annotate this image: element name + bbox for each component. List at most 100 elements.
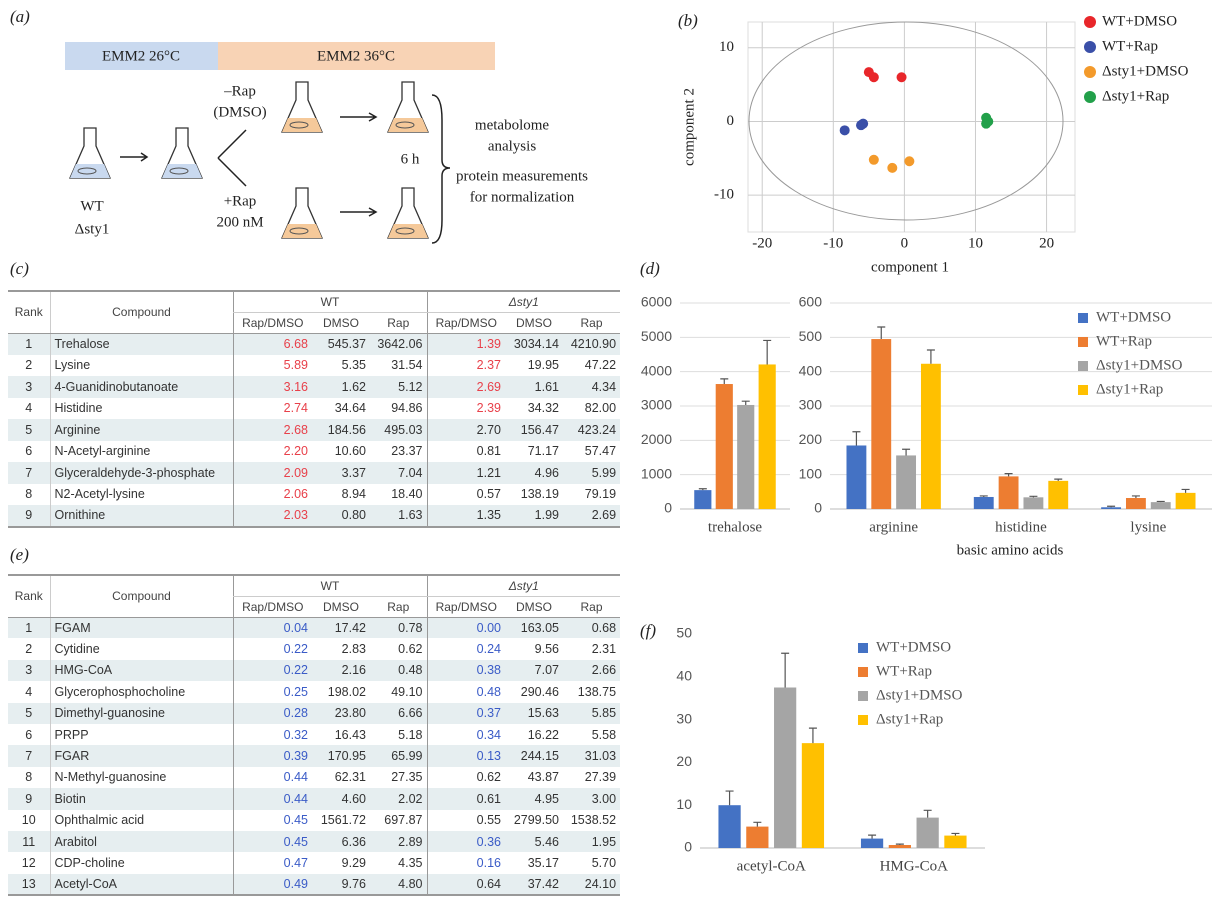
- y-tick-label: 2000: [641, 431, 672, 447]
- x-tick-label: acetyl-CoA: [737, 858, 806, 874]
- legend-marker: [1084, 41, 1096, 53]
- table-cell: 9.76: [312, 874, 370, 895]
- table-cell: 9: [8, 505, 50, 527]
- table-cell: 0.57: [427, 484, 505, 506]
- legend-swatch: [858, 667, 868, 677]
- legend-swatch: [1078, 385, 1088, 395]
- table-cell: 5: [8, 419, 50, 441]
- table-cell: 49.10: [370, 681, 427, 702]
- analysis-label: metabolome: [475, 117, 549, 133]
- bar: [974, 497, 994, 509]
- panel-label: (b): [678, 11, 698, 30]
- table-cell: 6: [8, 724, 50, 745]
- legend-label: Δsty1+DMSO: [1102, 63, 1189, 79]
- legend-swatch: [858, 691, 868, 701]
- point: [840, 125, 850, 135]
- table-cell: 0.55: [427, 810, 505, 831]
- table-cell: 2.20: [233, 441, 312, 463]
- table-cell: 24.10: [563, 874, 620, 895]
- table-cell: 27.35: [370, 767, 427, 788]
- table-cell: 0.44: [233, 788, 312, 809]
- table-cell: 5.12: [370, 376, 427, 398]
- strain-label: WT: [80, 198, 103, 214]
- flask: [388, 82, 428, 132]
- table-cell: 138.19: [505, 484, 563, 506]
- table-cell: 0.45: [233, 831, 312, 852]
- table-cell: Lysine: [50, 355, 233, 377]
- flask: [388, 188, 428, 238]
- x-tick-label: histidine: [995, 519, 1047, 535]
- legend-swatch: [1078, 313, 1088, 323]
- table-cell: 2.70: [427, 419, 505, 441]
- table-cell: 7.04: [370, 462, 427, 484]
- bar: [1126, 498, 1146, 509]
- table-row: 7Glyceraldehyde-3-phosphate2.093.377.041…: [8, 462, 620, 484]
- analysis-label: protein measurements: [456, 168, 588, 184]
- legend-label: WT+Rap: [1096, 333, 1152, 349]
- legend-swatch: [858, 715, 868, 725]
- y-tick-label: 5000: [641, 328, 672, 344]
- header-cell: Rap: [370, 596, 427, 617]
- table-cell: 1.62: [312, 376, 370, 398]
- treatment-label: –Rap: [223, 83, 256, 99]
- bar: [718, 805, 740, 848]
- table-cell: 19.95: [505, 355, 563, 377]
- y-tick-label: 6000: [641, 294, 672, 310]
- y-tick-label: 0: [727, 113, 735, 129]
- table-cell: 5.35: [312, 355, 370, 377]
- table-cell: 27.39: [563, 767, 620, 788]
- table-cell: 0.36: [427, 831, 505, 852]
- table-cell: 12: [8, 852, 50, 873]
- table-cell: 5: [8, 703, 50, 724]
- table-cell: 0.47: [233, 852, 312, 873]
- table-cell: 138.75: [563, 681, 620, 702]
- table-cell: 423.24: [563, 419, 620, 441]
- table-cell: 0.13: [427, 745, 505, 766]
- arrow: [340, 208, 376, 216]
- table-cell: 4.80: [370, 874, 427, 895]
- x-tick-label: trehalose: [708, 519, 762, 535]
- table-row: 6N-Acetyl-arginine2.2010.6023.370.8171.1…: [8, 441, 620, 463]
- x-tick-label: 20: [1039, 235, 1054, 251]
- header-cell: Rap: [563, 596, 620, 617]
- table-row: 2Lysine5.895.3531.542.3719.9547.22: [8, 355, 620, 377]
- table-cell: 57.47: [563, 441, 620, 463]
- analysis-label: for normalization: [470, 189, 575, 205]
- x-tick-label: HMG-CoA: [880, 858, 949, 874]
- point: [897, 72, 907, 82]
- arrow: [120, 153, 147, 161]
- table-cell: 34.64: [312, 398, 370, 420]
- table-cell: Acetyl-CoA: [50, 874, 233, 895]
- error-bar: [726, 791, 734, 805]
- y-axis-label: component 2: [681, 88, 697, 166]
- table-cell: Histidine: [50, 398, 233, 420]
- table-row: 1FGAM0.0417.420.780.00163.050.68: [8, 617, 620, 638]
- table-cell: 1: [8, 617, 50, 638]
- table-cell: 3034.14: [505, 333, 563, 355]
- table-cell: 15.63: [505, 703, 563, 724]
- y-tick-label: 1000: [641, 465, 672, 481]
- legend-marker: [1084, 91, 1096, 103]
- treatment-label: (DMSO): [213, 104, 266, 120]
- flask-medium: [70, 164, 110, 178]
- error-bar: [868, 835, 876, 838]
- table-cell: 1.39: [427, 333, 505, 355]
- legend-label: Δsty1+DMSO: [876, 687, 963, 703]
- table-cell: 0.22: [233, 660, 312, 681]
- x-axis-label: component 1: [871, 259, 949, 275]
- header-cell: DMSO: [505, 596, 563, 617]
- table-cell: N-Acetyl-arginine: [50, 441, 233, 463]
- flask: [282, 82, 322, 132]
- medium-label: EMM2 26°C: [102, 48, 180, 64]
- group-header: WT: [233, 291, 427, 312]
- table-cell: 2.69: [563, 505, 620, 527]
- table-cell: 34.32: [505, 398, 563, 420]
- y-tick-label: 50: [676, 625, 692, 641]
- bar: [1101, 507, 1121, 509]
- table-cell: 1.35: [427, 505, 505, 527]
- legend-label: Δsty1+DMSO: [1096, 357, 1183, 373]
- x-tick-label: arginine: [869, 519, 918, 535]
- table-cell: 2.83: [312, 638, 370, 659]
- brace: [432, 95, 450, 243]
- strain-label: Δsty1: [75, 221, 110, 237]
